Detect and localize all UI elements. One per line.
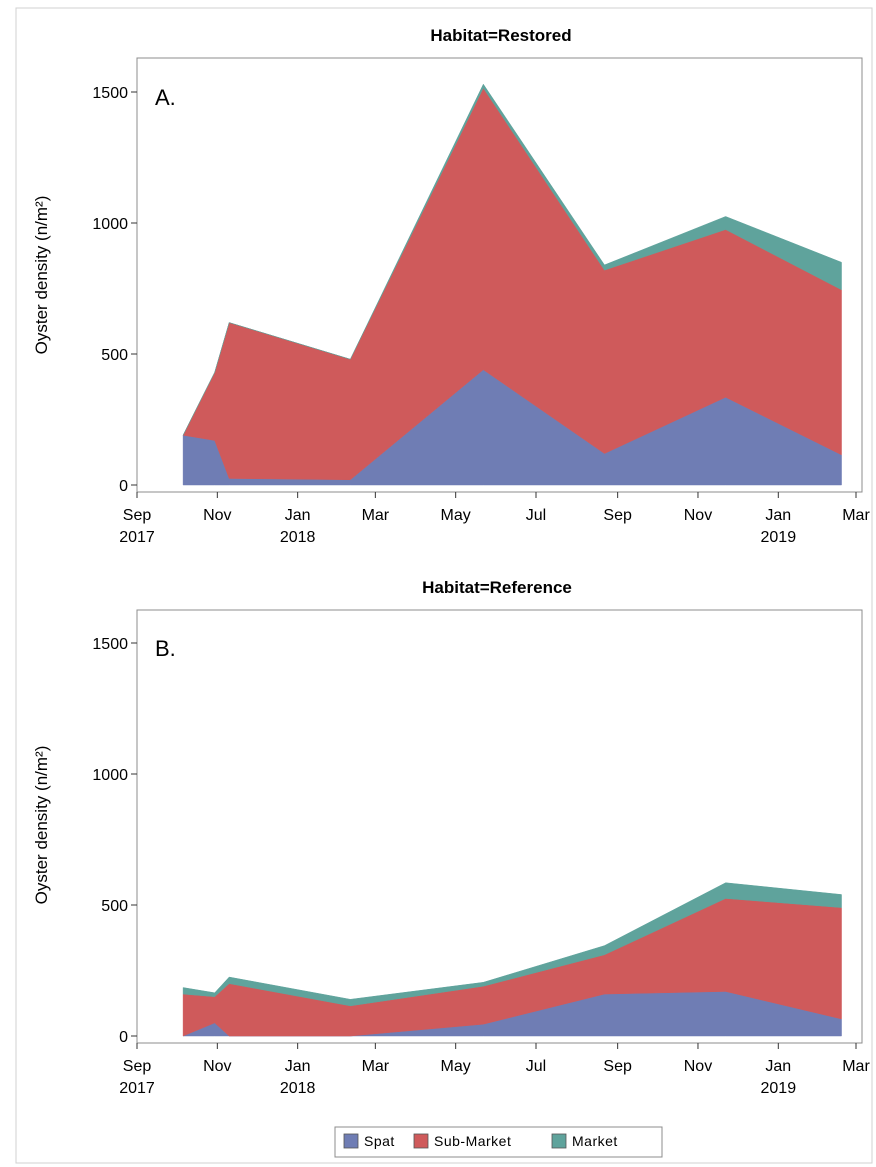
- panel-a-xtick-year-8: 2019: [761, 529, 797, 546]
- legend-frame: [334, 1126, 663, 1158]
- panel-a-ytick-label-1000: 1000: [92, 216, 128, 233]
- panel-b-title: Habitat=Reference: [422, 578, 572, 597]
- panel-b-area-market: [182, 882, 842, 1007]
- panel-b-xtick-label-7: Nov: [684, 1058, 712, 1075]
- panel-a-area-market: [182, 83, 842, 436]
- panel-b-xtick-label-6: Sep: [603, 1058, 632, 1075]
- panel-b-xtick-label-8: Jan: [765, 1058, 791, 1075]
- panel-b-xtick-label-2: Jan: [285, 1058, 311, 1075]
- panel-b-ytick-label-0: 0: [119, 1029, 128, 1046]
- panel-a-xtick-label-7: Nov: [684, 507, 712, 524]
- legend-swatch-spat: [343, 1133, 359, 1149]
- panel-a-xtick-label-0: Sep: [123, 507, 152, 524]
- panel-a-title: Habitat=Restored: [430, 26, 571, 45]
- legend-swatch-market: [551, 1133, 567, 1149]
- panel-a-ytick-label-0: 0: [119, 478, 128, 495]
- legend: Spat Sub-Market Market: [334, 1126, 663, 1158]
- panel-b-xtick-label-9: Mar: [842, 1058, 870, 1075]
- panel-a-xtick-label-8: Jan: [765, 507, 791, 524]
- panel-b-xtick-label-0: Sep: [123, 1058, 152, 1075]
- panel-b-xtick-year-0: 2017: [119, 1080, 155, 1097]
- panel-b-xtick-year-8: 2019: [761, 1080, 797, 1097]
- legend-label-market: Market: [572, 1133, 618, 1149]
- panel-a-xtick-label-6: Sep: [603, 507, 632, 524]
- panel-b-ylabel: Oyster density (n/m²): [32, 746, 51, 905]
- panel-b-ytick-label-500: 500: [101, 898, 128, 915]
- legend-swatch-sub-market: [413, 1133, 429, 1149]
- panel-b-xtick-label-3: Mar: [362, 1058, 390, 1075]
- panel-b-ytick-label-1500: 1500: [92, 636, 128, 653]
- panel-a-plot: 0 500 1000 1500 Sep 2017 Nov Jan 2018 Mar May Jul Se…: [92, 57, 870, 546]
- panel-a-xtick-label-4: May: [441, 507, 471, 524]
- legend-label-spat: Spat: [364, 1133, 395, 1149]
- panel-b-plot: 0 500 1000 1500 Sep 2017 Nov Jan 2018 Mar May Jul Se…: [92, 609, 870, 1097]
- legend-label-sub-market: Sub-Market: [434, 1133, 511, 1149]
- panel-a-xtick-year-2: 2018: [280, 529, 316, 546]
- panel-b-xtick-year-2: 2018: [280, 1080, 316, 1097]
- panel-a-xtick-label-2: Jan: [285, 507, 311, 524]
- panel-a-ylabel: Oyster density (n/m²): [32, 196, 51, 355]
- panel-a-xtick-label-3: Mar: [362, 507, 390, 524]
- panel-a-xtick-label-1: Nov: [203, 507, 231, 524]
- panel-a-ytick-label-500: 500: [101, 347, 128, 364]
- figure-border: [15, 7, 873, 1164]
- panel-a-ytick-label-1500: 1500: [92, 85, 128, 102]
- panel-b-label: B.: [155, 636, 176, 661]
- panel-a-xtick-year-0: 2017: [119, 529, 155, 546]
- panel-a-xtick-label-9: Mar: [842, 507, 870, 524]
- panel-a-label: A.: [155, 85, 176, 110]
- panel-b-xtick-label-4: May: [441, 1058, 471, 1075]
- panel-b-xtick-label-5: Jul: [526, 1058, 546, 1075]
- panel-restored: Habitat=Restored Oyster density (n/m²) 0…: [32, 26, 870, 546]
- panel-b-xtick-label-1: Nov: [203, 1058, 231, 1075]
- panel-b-ytick-label-1000: 1000: [92, 767, 128, 784]
- panel-a-xtick-label-5: Jul: [526, 507, 546, 524]
- panel-reference: Habitat=Reference Oyster density (n/m²) …: [32, 578, 870, 1097]
